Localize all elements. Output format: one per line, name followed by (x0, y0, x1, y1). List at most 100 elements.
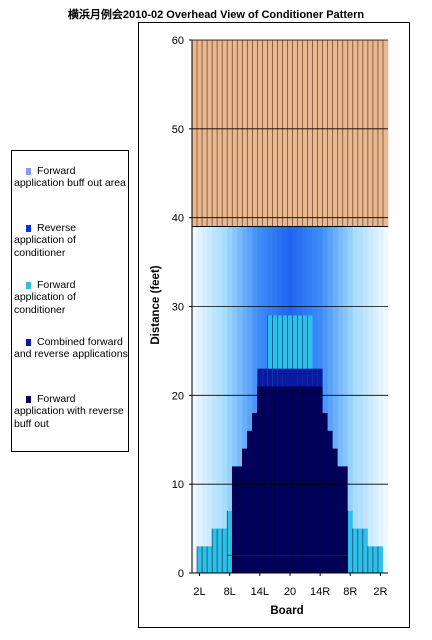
dry-zone-cell-board-32 (347, 40, 354, 227)
fwd-buffout-cell-board-35 (362, 528, 368, 573)
fwd-buffout-cell-board-10 (237, 466, 243, 573)
oil-cell-board-38 (377, 226, 384, 574)
fwd-buffout-cell-board-17 (272, 386, 278, 573)
fwd-buffout-cell-board-15 (262, 386, 268, 573)
oil-cell-board-28 (327, 226, 334, 574)
dry-zone-cell-board-31 (342, 40, 349, 227)
legend-label-4: Combined forward and reverse application… (14, 336, 128, 361)
dry-zone-cell-board-27 (322, 40, 328, 227)
axes (189, 39, 388, 576)
legend-label-3: Forward application of conditioner (14, 279, 76, 316)
dry-zone-cell-board-12 (247, 40, 253, 227)
legend-swatch-2 (26, 225, 31, 232)
y-tick-label-50: 50 (172, 124, 184, 136)
oil-cell-board-29 (332, 226, 339, 574)
legend-swatch-1 (26, 168, 31, 175)
y-axis-title: Distance (feet) (150, 265, 162, 344)
legend-item-5: Forward application with reverse buff ou… (12, 393, 128, 430)
y-tick-label-20: 20 (172, 390, 184, 402)
oil-cell-board-12 (247, 226, 253, 574)
dry-zone-cell-board-21 (292, 40, 298, 227)
dry-zone-cell-board-37 (372, 40, 379, 227)
dry-zone-cell-board-30 (337, 40, 344, 227)
legend-label-5: Forward application with reverse buff ou… (14, 393, 124, 430)
fwd-buffout-cell-board-32 (347, 510, 353, 573)
oil-cell-board-7 (222, 226, 228, 574)
fwd-buffout-cell-board-23 (302, 386, 308, 573)
legend-label-1: Forward application buff out area (14, 165, 126, 190)
oil-cell-board-9 (232, 226, 238, 574)
x-tick-label-2R: 2R (373, 586, 387, 598)
dry-zone-cell-board-22 (297, 40, 303, 227)
dry-zone-cell-board-39 (382, 40, 389, 227)
oil-cell-board-30 (337, 226, 344, 574)
oil-cell-board-37 (372, 226, 379, 574)
oil-cell-board-32 (347, 226, 354, 574)
legend-label-2: Reverse application of conditioner (14, 222, 77, 259)
dry-zone-cell-board-2 (197, 40, 203, 227)
x-tick-label-8L: 8L (224, 586, 236, 598)
fwd-buffout-cell-board-22 (297, 386, 303, 573)
dry-zone-cell-board-4 (207, 40, 213, 227)
oil-cell-board-1 (192, 226, 198, 574)
dry-zone-cell-board-23 (302, 40, 308, 227)
fwd-buffout-cell-board-34 (357, 528, 363, 573)
dry-zone-cell-board-19 (282, 40, 288, 227)
chart-legend: Forward application buff out area Reverse… (11, 150, 129, 452)
x-tick-label-20: 20 (284, 586, 296, 598)
fwd-buffout-cell-board-21 (292, 386, 298, 573)
chart-title: 横浜月例会2010-02 Overhead View of Conditione… (67, 9, 365, 21)
oil-cell-board-33 (352, 226, 359, 574)
fwd-buffout-cell-board-16 (267, 386, 273, 573)
dry-zone-cell-board-24 (307, 40, 313, 227)
oil-cell-board-5 (212, 226, 218, 574)
fwd-buffout-cell-board-4 (207, 546, 213, 573)
dry-zone-cell-board-38 (377, 40, 384, 227)
dry-zone-cell-board-26 (317, 40, 323, 227)
dry-zone-cell-board-7 (222, 40, 228, 227)
x-tick-label-2L: 2L (193, 586, 205, 598)
dry-zone-cell-board-3 (202, 40, 208, 227)
dry-zone-cell-board-14 (257, 40, 263, 227)
oil-cell-board-6 (217, 226, 223, 574)
fwd-buffout-cell-board-5 (212, 528, 218, 573)
legend-item-1: Forward application buff out area (12, 165, 128, 190)
fwd-buffout-cell-board-6 (217, 528, 223, 573)
y-tick-labels: 0 10 20 30 40 50 60 (172, 35, 184, 580)
fwd-buffout-cell-board-26 (317, 386, 323, 573)
oil-cell-board-34 (357, 226, 364, 574)
x-tick-label-8R: 8R (343, 586, 357, 598)
dry-zone-cell-board-28 (327, 40, 334, 227)
dry-zone-cell-board-10 (237, 40, 243, 227)
oil-cell-board-2 (197, 226, 203, 574)
dry-zone-cell-board-25 (312, 40, 318, 227)
fwd-buffout-cell-board-3 (202, 546, 208, 573)
oil-cell-board-11 (242, 226, 248, 574)
dry-zone-cell-board-6 (217, 40, 223, 227)
fwd-buffout-cell-board-11 (242, 448, 248, 573)
fwd-buffout-cell-board-37 (372, 546, 378, 573)
fwd-buffout-cell-board-7 (222, 528, 228, 573)
dry-zone-cell-board-9 (232, 40, 238, 227)
legend-swatch-4 (26, 339, 31, 346)
y-tick-label-30: 30 (172, 302, 184, 314)
fwd-buffout-cell-board-28 (327, 430, 333, 573)
fwd-buffout-cell-board-8 (227, 510, 233, 573)
dry-zone-cell-board-8 (227, 40, 233, 227)
oil-cell-board-39 (382, 226, 389, 574)
dry-zone-cell-board-13 (252, 40, 258, 227)
dry-zone-cell-board-34 (357, 40, 364, 227)
dry-zone-cell-board-33 (352, 40, 359, 227)
lane-pattern-cells (192, 40, 389, 574)
fwd-buffout-cell-board-30 (337, 466, 343, 573)
oil-cell-board-35 (362, 226, 369, 574)
dry-zone-cell-board-20 (287, 40, 293, 227)
dry-zone-cell-board-5 (212, 40, 218, 227)
fwd-buffout-cell-board-33 (352, 528, 358, 573)
fwd-buffout-cell-board-36 (367, 546, 373, 573)
oil-cell-board-36 (367, 226, 374, 574)
fwd-buffout-cell-board-12 (247, 430, 253, 573)
dry-zone-cell-board-36 (367, 40, 374, 227)
fwd-buffout-cell-board-20 (287, 386, 293, 573)
legend-swatch-3 (26, 282, 31, 289)
